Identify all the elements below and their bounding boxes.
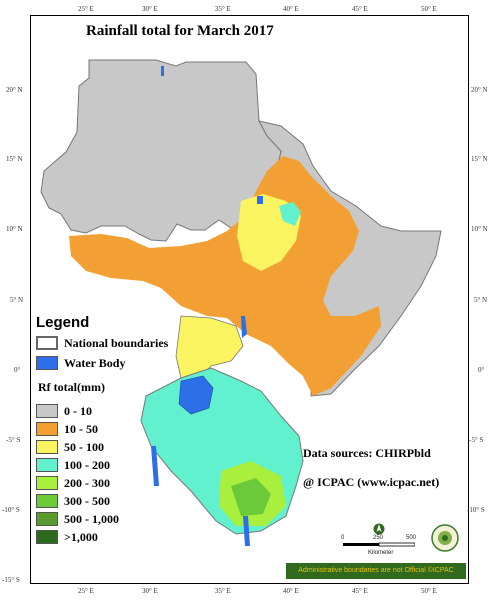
scale-bar xyxy=(343,542,415,547)
legend-item-boundaries: National boundaries xyxy=(36,334,168,352)
lat-tick-left: 5° N xyxy=(10,296,24,304)
map-frame xyxy=(30,15,469,584)
rainfall-map xyxy=(40,59,442,546)
legend-label: National boundaries xyxy=(64,335,169,350)
lon-tick-bottom: 25° E xyxy=(78,587,94,595)
legend-title: Legend xyxy=(36,314,90,331)
lat-tick-left: -15° S xyxy=(2,576,20,584)
lat-tick-right: 20° N xyxy=(471,86,488,94)
scale-label-0: 0 xyxy=(341,535,345,541)
class-swatch xyxy=(36,512,58,526)
rainfall-class: 100 - 200 xyxy=(36,456,110,474)
rainfall-300-500-area xyxy=(231,478,271,516)
lake-victoria xyxy=(178,375,214,415)
lake-tanganyika xyxy=(151,446,159,486)
lake-tana xyxy=(257,196,263,204)
nile-water xyxy=(161,66,164,76)
scale-unit: Kilometer xyxy=(368,550,394,556)
lat-tick-right: -5° S xyxy=(469,436,484,444)
lat-tick-left: -10° S xyxy=(2,506,20,514)
lon-tick-top: 35° E xyxy=(215,5,231,13)
lat-tick-left: 20° N xyxy=(6,86,23,94)
class-swatch xyxy=(36,494,58,508)
lat-tick-right: -10° S xyxy=(467,506,485,514)
class-swatch xyxy=(36,476,58,490)
lake-turkana xyxy=(241,316,247,338)
class-label: >1,000 xyxy=(64,529,98,544)
lon-tick-top: 40° E xyxy=(283,5,299,13)
north-arrow-icon xyxy=(373,523,385,535)
class-label: 200 - 300 xyxy=(64,475,110,490)
lat-tick-left: 0° xyxy=(14,366,21,374)
rainfall-class: >1,000 xyxy=(36,528,98,546)
class-label: 0 - 10 xyxy=(64,403,92,418)
lon-tick-bottom: 45° E xyxy=(352,587,368,595)
boundary-swatch xyxy=(36,336,58,350)
lat-tick-left: -5° S xyxy=(6,436,21,444)
lake-malawi xyxy=(243,516,250,546)
credit-text: @ ICPAC (www.icpac.net) xyxy=(303,475,440,489)
lon-tick-bottom: 40° E xyxy=(283,587,299,595)
class-swatch xyxy=(36,404,58,418)
class-swatch xyxy=(36,440,58,454)
rainfall-class: 300 - 500 xyxy=(36,492,110,510)
lon-tick-bottom: 50° E xyxy=(421,587,437,595)
lon-tick-bottom: 35° E xyxy=(215,587,231,595)
scale-label-250: 250 xyxy=(373,535,384,541)
lat-tick-right: 15° N xyxy=(471,155,488,163)
lon-tick-bottom: 30° E xyxy=(142,587,158,595)
rainfall-legend-title: Rf total(mm) xyxy=(38,380,105,394)
water-swatch xyxy=(36,356,58,370)
disclaimer-bar: Administrative boundaries are not Offici… xyxy=(286,563,466,579)
lon-tick-top: 30° E xyxy=(142,5,158,13)
lat-tick-left: 10° N xyxy=(6,225,23,233)
rainfall-10-50-area xyxy=(69,156,381,396)
lon-tick-top: 25° E xyxy=(78,5,94,13)
lat-tick-left: 15° N xyxy=(6,155,23,163)
rainfall-50-100-south xyxy=(175,315,244,382)
rainfall-100-200-highland xyxy=(279,202,301,226)
class-label: 300 - 500 xyxy=(64,493,110,508)
class-label: 500 - 1,000 xyxy=(64,511,119,526)
class-swatch xyxy=(36,530,58,544)
rainfall-class: 10 - 50 xyxy=(36,420,98,438)
data-sources-text: Data sources: CHIRPbld xyxy=(303,446,431,460)
icpac-logo-icon xyxy=(431,524,459,552)
sudan-region xyxy=(40,59,282,242)
class-label: 50 - 100 xyxy=(64,439,104,454)
rainfall-class: 500 - 1,000 xyxy=(36,510,119,528)
dry-somalia-area xyxy=(361,246,416,306)
class-label: 100 - 200 xyxy=(64,457,110,472)
map-title: Rainfall total for March 2017 xyxy=(86,23,274,39)
legend-label: Water Body xyxy=(64,355,126,370)
legend-item-water: Water Body xyxy=(36,354,125,372)
lon-tick-top: 50° E xyxy=(421,5,437,13)
rainfall-class: 50 - 100 xyxy=(36,438,104,456)
class-label: 10 - 50 xyxy=(64,421,98,436)
rainfall-class: 200 - 300 xyxy=(36,474,110,492)
rainfall-class: 0 - 10 xyxy=(36,402,92,420)
lat-tick-right: 10° N xyxy=(471,225,488,233)
scale-label-500: 500 xyxy=(406,535,417,541)
lon-tick-top: 45° E xyxy=(352,5,368,13)
class-swatch xyxy=(36,458,58,472)
lat-tick-right: 5° N xyxy=(474,296,488,304)
class-swatch xyxy=(36,422,58,436)
lat-tick-right: 0° xyxy=(478,366,485,374)
